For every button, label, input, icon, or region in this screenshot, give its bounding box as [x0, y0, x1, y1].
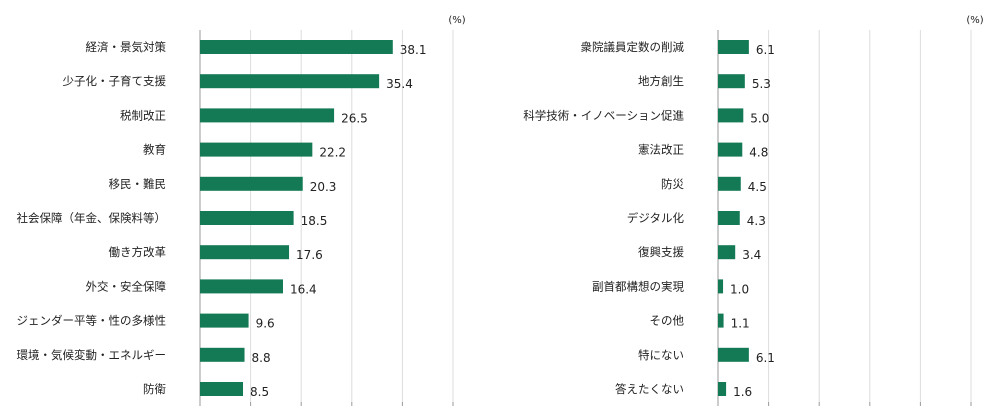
chart1-category-label: 防衛	[143, 382, 166, 396]
chart1-bar	[200, 313, 249, 328]
chart2-bar	[718, 279, 724, 294]
chart2-bar	[718, 142, 743, 157]
chart2-bar	[718, 211, 740, 225]
chart1-value-label: 18.5	[301, 214, 328, 228]
chart2-bar	[718, 382, 727, 396]
chart1-category-label: 環境・気候変動・エネルギー	[17, 348, 167, 362]
chart1-bar	[200, 74, 380, 89]
chart2-value-label: 5.3	[752, 77, 771, 91]
chart2-bar	[718, 313, 724, 328]
chart2-category-label: その他	[650, 314, 685, 328]
chart1-value-label: 26.5	[341, 111, 368, 125]
chart2-value-label: 6.1	[756, 351, 775, 365]
chart2-category-label: デジタル化	[627, 211, 685, 225]
chart1-value-label: 8.8	[252, 351, 271, 365]
chart2-bar	[718, 245, 736, 260]
chart2-value-label: 5.0	[750, 111, 769, 125]
chart1-category-label: 外交・安全保障	[86, 279, 167, 293]
chart1-unit-label: (%)	[448, 15, 465, 26]
chart1-value-label: 9.6	[256, 317, 275, 331]
chart2-bar	[718, 176, 741, 191]
chart2-bar	[718, 74, 745, 89]
chart1-bar	[200, 211, 294, 225]
chart1-value-label: 35.4	[386, 77, 413, 91]
chart2-value-label: 1.6	[733, 385, 752, 399]
chart2-category-label: 特にない	[638, 348, 684, 362]
chart1-bar	[200, 382, 244, 396]
chart1-category-label: 社会保障（年金、保険料等）	[17, 211, 167, 225]
chart1-bar	[200, 245, 290, 260]
chart2-value-label: 1.0	[730, 282, 749, 296]
chart1-bar	[200, 108, 335, 123]
chart2-category-label: 復興支援	[638, 245, 684, 259]
chart1-bar	[200, 279, 283, 294]
chart2-unit-label: (%)	[966, 15, 983, 26]
chart2-category-label: 答えたくない	[615, 382, 684, 396]
chart1-value-label: 8.5	[250, 385, 269, 399]
chart2-category-label: 科学技術・イノベーション促進	[523, 108, 684, 122]
chart1-bar	[200, 347, 245, 362]
chart2-value-label: 1.1	[731, 317, 750, 331]
chart1-value-label: 38.1	[400, 43, 427, 57]
chart2-value-label: 4.3	[747, 214, 766, 228]
chart1-value-label: 17.6	[296, 248, 323, 262]
chart2-bar	[718, 347, 749, 362]
chart1-value-label: 22.2	[319, 146, 346, 160]
chart1-category-label: 移民・難民	[109, 177, 167, 191]
chart2-value-label: 4.8	[749, 146, 768, 160]
chart1-category-label: 税制改正	[120, 108, 166, 122]
chart1-value-label: 20.3	[310, 180, 337, 194]
chart1-value-label: 16.4	[290, 282, 317, 296]
chart1-bar	[200, 40, 393, 54]
chart1-category-label: 経済・景気対策	[86, 40, 167, 54]
chart1-bar	[200, 176, 303, 191]
chart2-value-label: 3.4	[742, 248, 761, 262]
chart1-category-label: ジェンダー平等・性の多様性	[17, 314, 167, 328]
chart2-category-label: 衆院議員定数の削減	[581, 40, 685, 54]
chart2-value-label: 6.1	[756, 43, 775, 57]
chart2-bar	[718, 108, 744, 123]
chart2-category-label: 副首都構想の実現	[592, 279, 684, 293]
chart1-category-label: 働き方改革	[109, 245, 167, 259]
chart1-category-label: 教育	[143, 143, 166, 157]
chart2-category-label: 防災	[661, 177, 684, 191]
chart2-value-label: 4.5	[748, 180, 767, 194]
chart2-bar	[718, 40, 749, 54]
chart1-category-label: 少子化・子育て支援	[63, 74, 167, 88]
chart2-category-label: 地方創生	[638, 74, 684, 88]
chart1-bar	[200, 142, 313, 157]
chart2-category-label: 憲法改正	[638, 143, 684, 157]
